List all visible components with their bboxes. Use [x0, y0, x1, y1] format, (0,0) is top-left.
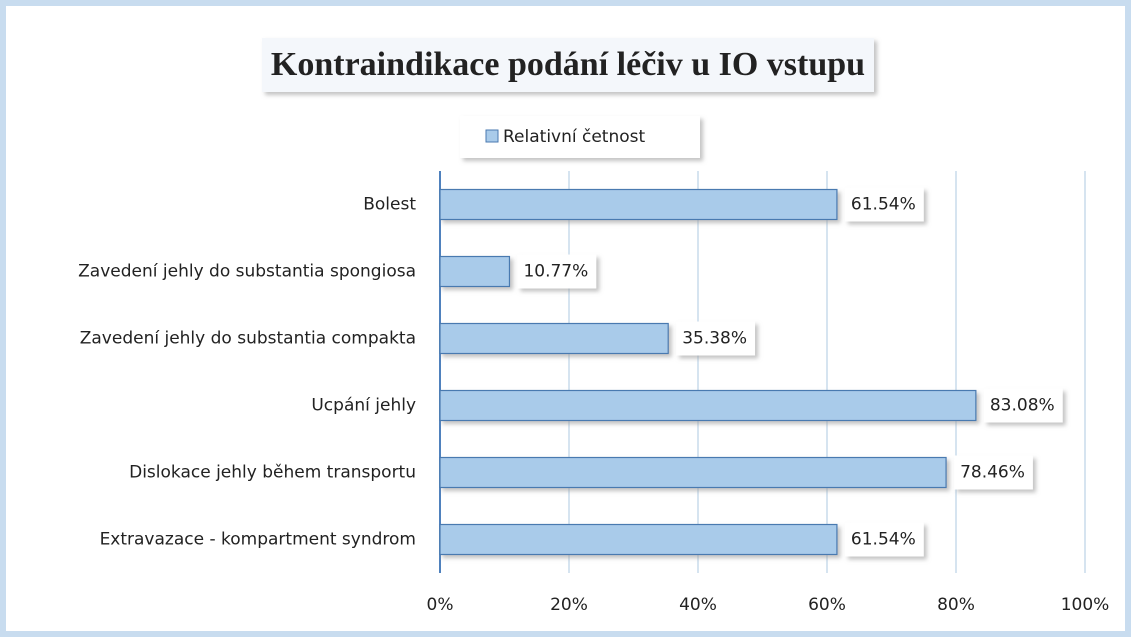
y-tick-label: Bolest — [363, 195, 416, 215]
value-label-box — [517, 254, 597, 289]
x-tick-label: 100% — [1061, 595, 1110, 615]
value-label: 61.54% — [851, 195, 916, 215]
value-label-box — [983, 388, 1063, 423]
legend-label: Relativní četnost — [503, 127, 646, 147]
legend-marker — [485, 129, 499, 143]
bar — [439, 389, 977, 422]
value-label-box — [844, 187, 924, 222]
title-box — [262, 38, 874, 92]
x-tick-label: 40% — [679, 595, 717, 615]
x-tick-label: 80% — [937, 595, 975, 615]
value-label-box — [676, 321, 756, 356]
x-tick-label: 60% — [808, 595, 846, 615]
value-label: 78.46% — [960, 463, 1025, 483]
y-tick-label: Zavedení jehly do substantia spongiosa — [78, 262, 416, 282]
value-label: 35.38% — [682, 329, 747, 349]
bar — [439, 523, 838, 556]
y-tick-label: Zavedení jehly do substantia compakta — [80, 329, 416, 349]
value-label-box — [954, 455, 1033, 490]
x-tick-label: 20% — [550, 595, 588, 615]
bar — [439, 188, 838, 221]
y-tick-label: Dislokace jehly během transportu — [129, 463, 416, 483]
x-tick-label: 0% — [427, 595, 454, 615]
legend-box — [460, 116, 700, 158]
chart-title: Kontraindikace podání léčiv u IO vstupu — [271, 46, 865, 83]
bar — [439, 456, 947, 489]
value-label: 10.77% — [523, 262, 588, 282]
y-tick-label: Extravazace - kompartment syndrom — [100, 530, 416, 550]
value-label: 83.08% — [990, 396, 1055, 416]
value-label-box — [844, 522, 924, 557]
value-label: 61.54% — [851, 530, 916, 550]
bar — [439, 255, 511, 288]
bar — [439, 322, 669, 355]
y-tick-label: Ucpání jehly — [311, 396, 416, 416]
